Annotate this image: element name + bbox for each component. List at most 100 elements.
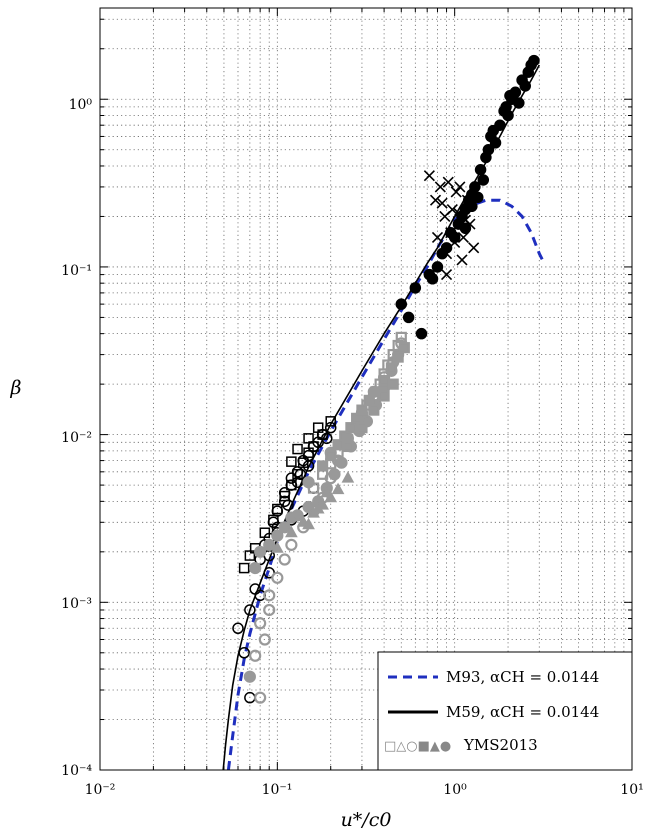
marker-square [244,550,256,561]
marker-circle [335,456,348,469]
marker-square [325,449,337,462]
marker-cross [431,231,444,243]
marker-square [312,422,324,433]
marker-circle [249,649,262,662]
marker-cross [446,203,458,216]
marker-square [345,422,357,434]
marker-circle [232,622,244,635]
marker-circle [278,553,291,566]
marker-cross [440,248,453,260]
marker-cross [445,227,457,239]
marker-cross [461,194,473,206]
marker-circle [244,604,256,616]
y-tick-label: 10⁻¹ [61,263,92,279]
legend-label-m93: M93, αCH = 0.0144 [446,668,599,686]
x-tick-label: 10⁻¹ [262,782,293,798]
legend-label-m59: M59, αCH = 0.0144 [446,703,599,721]
x-axis-label: u*/c0 [341,809,392,831]
plot-frame [99,7,633,771]
marker-circle [278,521,291,534]
marker-square [392,351,404,363]
marker-circle [426,273,439,285]
marker-cross [468,242,480,254]
y-tick-label: 10⁻⁴ [61,763,92,779]
marker-circle [271,571,284,584]
marker-circle [459,203,472,216]
marker-cross [436,197,448,209]
marker-circle [254,545,267,558]
marker-cross [440,269,453,281]
marker-cross [449,236,461,248]
marker-square [292,443,303,455]
marker-circle [263,538,276,551]
marker-cross [429,194,442,206]
legend-label-yms: YMS2013 [463,736,538,754]
marker-triangle [311,501,325,514]
x-tick-label: 10¹ [620,782,643,798]
marker-square [368,404,380,416]
marker-cross [459,214,471,226]
marker-cross [457,231,469,243]
plot-background [100,8,632,770]
y-tick-label: 10⁰ [69,97,93,113]
x-tick-label: 10⁻² [85,782,116,798]
y-axis-label: β [10,377,22,399]
marker-circle [519,80,531,92]
marker-circle [500,101,512,113]
marker-triangle [331,482,345,495]
marker-square [356,404,368,416]
marker-cross [423,170,435,182]
marker-circle [440,242,453,254]
marker-triangle [302,517,315,530]
marker-square [342,440,354,453]
marker-circle [487,124,499,137]
marker-circle [243,670,256,683]
marker-square [325,416,336,427]
marker-cross [450,186,462,198]
marker-square [395,331,407,343]
data-points [232,54,540,704]
marker-square [238,562,250,574]
marker-square [378,374,390,387]
marker-square [339,430,351,442]
marker-square [259,527,271,538]
marker-cross [442,176,454,188]
marker-circle [489,137,502,149]
marker-circle [254,691,267,704]
y-tick-label: 10⁻³ [61,596,92,612]
marker-cross [454,181,466,193]
marker-circle [415,327,428,340]
marker-triangle [270,541,284,553]
marker-circle [528,54,540,67]
marker-square [297,457,309,468]
marker-circle [258,633,271,646]
marker-circle [302,476,315,489]
marker-square [387,378,399,390]
marker-circle [263,603,276,617]
grid [100,8,632,770]
marker-circle [477,174,490,186]
m93-curve [226,198,546,770]
marker-circle [249,561,262,575]
marker-circle [402,311,415,324]
marker-circle [238,647,250,659]
y-tick-label: 10⁻² [61,430,92,446]
marker-circle [271,529,284,542]
marker-square [398,342,410,354]
legend-markers-yms: □△○■▲● [384,739,451,754]
marker-circle [302,460,315,472]
marker-square [317,460,329,472]
marker-triangle [341,471,355,483]
marker-triangle [320,485,334,498]
x-tick-label: 10⁰ [443,782,467,798]
marker-square [378,390,390,402]
marker-circle [513,97,525,109]
marker-square [356,422,368,434]
marker-square [272,503,283,515]
marker-circle [504,89,516,102]
marker-circle [278,495,291,508]
marker-cross [456,254,468,266]
marker-circle [409,282,422,294]
marker-square [303,433,314,444]
